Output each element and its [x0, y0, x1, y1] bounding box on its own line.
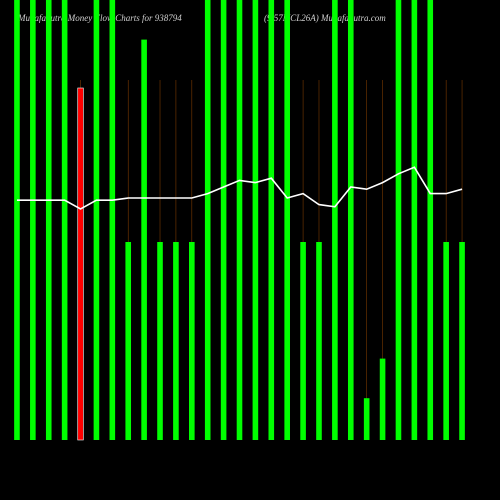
- bar: [379, 358, 386, 440]
- bar: [363, 398, 370, 440]
- bar: [300, 242, 306, 440]
- line: [16, 166, 463, 210]
- bar: [236, 0, 243, 440]
- bar: [204, 0, 211, 440]
- bar: [395, 0, 402, 440]
- bar: [268, 0, 275, 440]
- bar: [125, 242, 132, 440]
- bar: [347, 0, 354, 440]
- bar: [30, 0, 36, 440]
- bar: [189, 242, 195, 440]
- bar: [220, 0, 227, 440]
- bar: [173, 242, 179, 440]
- chart-subtitle: (9.57MCL26A) MunafaSutra.com: [264, 13, 386, 23]
- bar: [61, 0, 68, 440]
- bar: [77, 87, 84, 441]
- bar: [284, 0, 290, 440]
- bar: [157, 242, 163, 440]
- bar: [141, 39, 147, 440]
- bar: [443, 242, 449, 440]
- bar: [332, 0, 338, 440]
- chart-title: MunafaSutra Money Flow Charts for 938794: [17, 13, 182, 23]
- bar: [14, 0, 20, 440]
- bar: [109, 0, 116, 440]
- bar: [427, 0, 434, 440]
- bar: [93, 0, 100, 440]
- bar: [411, 0, 418, 440]
- bar: [252, 0, 259, 440]
- bar: [459, 242, 465, 440]
- bar: [45, 0, 52, 440]
- bar: [316, 242, 322, 440]
